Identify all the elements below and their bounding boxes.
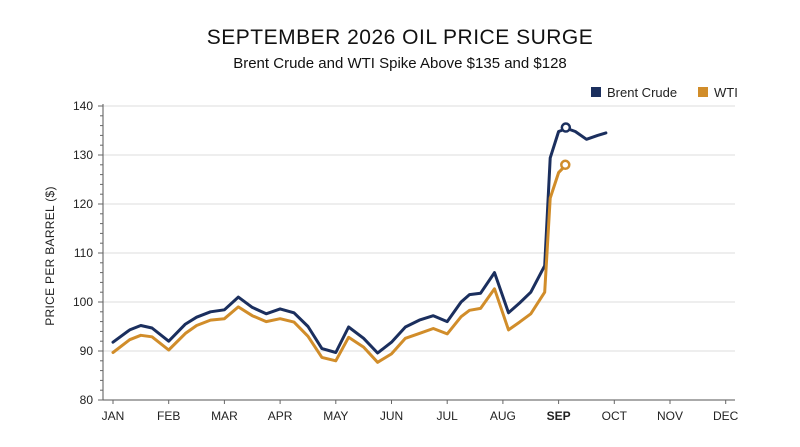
chart-title: SEPTEMBER 2026 OIL PRICE SURGE [206,26,594,49]
x-tick-label: JAN [102,409,125,423]
chart-subtitle: Brent Crude and WTI Spike Above $135 and… [233,55,567,72]
legend-swatch-wti [698,87,708,97]
legend-label-wti: WTI [714,85,738,100]
y-tick-label: 120 [73,197,93,211]
x-tick-label: FEB [157,409,180,423]
x-tick-label: MAR [211,409,238,423]
x-tick-label: DEC [713,409,739,423]
x-tick-label: APR [268,409,293,423]
legend-label-brent-crude: Brent Crude [607,85,677,100]
y-tick-label: 130 [73,148,93,162]
x-tick-label: OCT [602,409,628,423]
x-tick-label: AUG [490,409,516,423]
x-tick-label: NOV [657,409,683,423]
y-tick-label: 110 [74,246,93,260]
x-tick-label: MAY [323,409,348,423]
legend-swatch-brent-crude [591,87,601,97]
x-tick-label: JUL [437,409,459,423]
wti-marker [560,159,571,171]
x-tick-label: SEP [547,409,571,423]
y-tick-label: 90 [80,344,94,358]
x-tick-label: JUN [380,409,403,423]
y-tick-label: 80 [80,393,94,407]
brent-crude-marker [560,122,572,133]
wti-line [111,165,566,364]
y-tick-label: 140 [73,99,93,113]
brent-crude-line [111,127,608,355]
y-axis-title: PRICE PER BARREL ($) [43,186,57,326]
y-tick-label: 100 [73,295,93,309]
